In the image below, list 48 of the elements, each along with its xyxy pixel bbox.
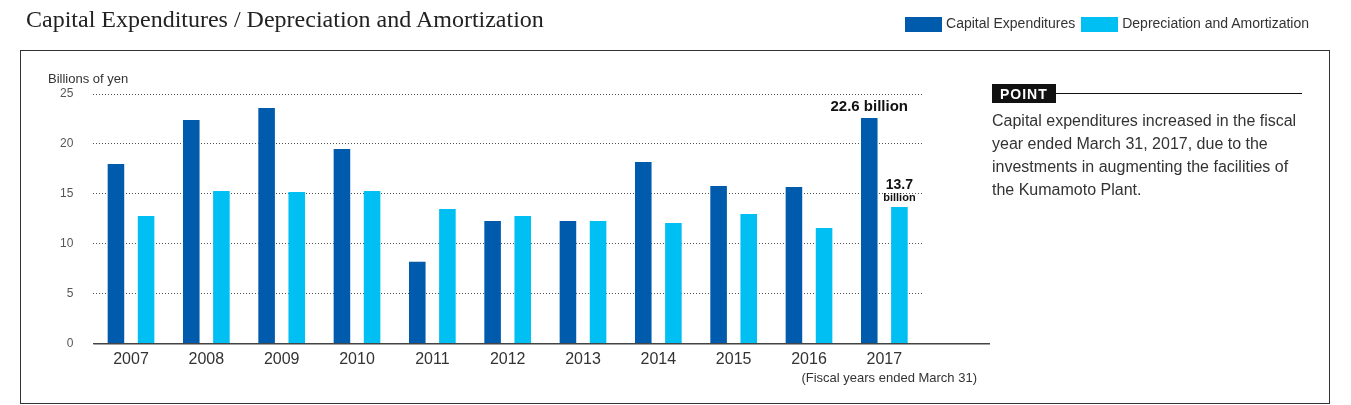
legend-label: Capital Expenditures — [946, 15, 1076, 31]
x-tick-label: 2012 — [489, 349, 526, 367]
x-tick-label: 2016 — [791, 349, 827, 367]
bar — [815, 227, 833, 344]
bar — [137, 215, 155, 344]
x-tick-label: 2017 — [866, 349, 903, 367]
text: Capital expenditures increased in the fiscal year ended March 31, 2017, due to the investments in augmenting the facilities of the Kumamoto Plant. — [992, 111, 1298, 200]
bar — [107, 163, 125, 344]
bar — [785, 186, 803, 344]
y-tick-label: 5 — [66, 286, 74, 301]
bar — [860, 117, 878, 344]
y-tick-label: 20 — [59, 136, 74, 151]
x-tick-label: 2014 — [640, 349, 677, 367]
y-axis-title: Billions of yen — [48, 71, 129, 87]
x-tick-label: 2007 — [113, 349, 149, 367]
x-tick-label: 2011 — [415, 349, 450, 367]
bar — [559, 220, 577, 344]
x-tick-label: 2015 — [715, 349, 752, 367]
bar — [665, 222, 682, 344]
x-tick-label: 2008 — [188, 349, 225, 367]
legend-label: Depreciation and Amortization — [1122, 15, 1309, 31]
chart-title: Capital Expenditures / Depreciation and Amortization — [26, 6, 544, 33]
bar — [710, 185, 727, 344]
x-tick-label: 2010 — [339, 349, 375, 367]
x-tick-label: 2013 — [565, 349, 601, 367]
text: POINT — [992, 84, 1056, 103]
bar — [634, 161, 652, 344]
bar — [182, 119, 200, 344]
bar — [740, 213, 758, 344]
x-axis-title: (Fiscal years ended March 31) — [801, 369, 977, 385]
bar — [408, 261, 426, 344]
y-tick-label: 15 — [59, 186, 74, 201]
bar — [514, 215, 532, 344]
bar — [288, 191, 306, 344]
bar — [484, 220, 501, 344]
x-tick-label: 2009 — [263, 349, 300, 367]
data-label: 13.7 billion — [883, 175, 916, 204]
bar — [333, 148, 351, 344]
bar — [891, 206, 908, 344]
bar — [439, 208, 456, 344]
bar — [589, 220, 607, 344]
y-tick-label: 25 — [59, 86, 74, 101]
y-tick-label: 10 — [59, 236, 74, 251]
bar — [258, 107, 275, 344]
y-tick-label: 0 — [66, 336, 74, 351]
bar — [213, 190, 230, 344]
bar — [363, 190, 381, 344]
data-label: 22.6 billion — [830, 96, 909, 114]
